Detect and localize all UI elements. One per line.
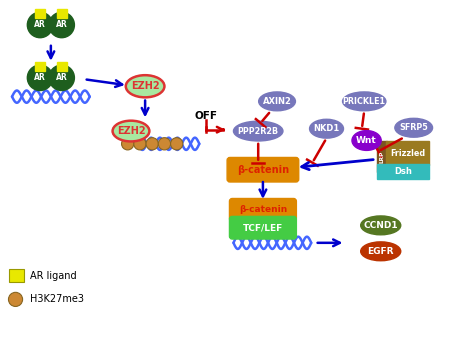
FancyBboxPatch shape xyxy=(57,62,67,71)
FancyBboxPatch shape xyxy=(229,198,296,221)
Circle shape xyxy=(9,292,23,306)
Text: SFRP5: SFRP5 xyxy=(399,123,428,132)
Circle shape xyxy=(121,138,134,150)
Text: AR: AR xyxy=(56,20,68,29)
Text: AXIN2: AXIN2 xyxy=(263,97,292,106)
FancyBboxPatch shape xyxy=(35,9,45,18)
FancyBboxPatch shape xyxy=(227,158,299,182)
FancyBboxPatch shape xyxy=(9,269,25,282)
Circle shape xyxy=(146,138,158,150)
Text: Dsh: Dsh xyxy=(394,167,412,176)
Text: AR: AR xyxy=(56,73,68,82)
Text: EGFR: EGFR xyxy=(367,247,394,256)
Text: LRP: LRP xyxy=(379,150,384,163)
Text: PPP2R2B: PPP2R2B xyxy=(237,127,279,136)
Text: AR: AR xyxy=(34,20,46,29)
Text: PRICKLE1: PRICKLE1 xyxy=(343,97,386,106)
Ellipse shape xyxy=(343,92,386,111)
Ellipse shape xyxy=(361,242,401,261)
Text: β-catenin: β-catenin xyxy=(237,165,289,175)
Text: H3K27me3: H3K27me3 xyxy=(30,294,84,304)
Circle shape xyxy=(158,138,171,150)
Text: AR: AR xyxy=(34,73,46,82)
FancyBboxPatch shape xyxy=(386,142,429,165)
Circle shape xyxy=(49,12,74,38)
Ellipse shape xyxy=(395,118,433,137)
Text: β-catenin: β-catenin xyxy=(239,205,287,214)
Ellipse shape xyxy=(126,75,164,98)
Text: OFF: OFF xyxy=(195,110,218,120)
FancyBboxPatch shape xyxy=(377,142,387,172)
FancyBboxPatch shape xyxy=(229,217,296,239)
Ellipse shape xyxy=(113,121,149,142)
Text: EZH2: EZH2 xyxy=(117,126,146,136)
FancyBboxPatch shape xyxy=(35,62,45,71)
Circle shape xyxy=(134,138,146,150)
Text: TCF/LEF: TCF/LEF xyxy=(243,223,283,232)
Circle shape xyxy=(49,65,74,91)
Ellipse shape xyxy=(352,130,381,150)
Circle shape xyxy=(27,12,53,38)
Text: CCND1: CCND1 xyxy=(364,221,398,230)
FancyBboxPatch shape xyxy=(377,164,429,179)
Ellipse shape xyxy=(310,119,344,138)
Circle shape xyxy=(171,138,183,150)
Text: AR ligand: AR ligand xyxy=(30,271,76,281)
Text: Frizzled: Frizzled xyxy=(390,149,425,158)
Text: NKD1: NKD1 xyxy=(313,124,340,133)
Text: EZH2: EZH2 xyxy=(131,81,159,91)
Circle shape xyxy=(27,65,53,91)
Text: Wnt: Wnt xyxy=(356,136,377,145)
Ellipse shape xyxy=(361,216,401,235)
FancyBboxPatch shape xyxy=(57,9,67,18)
Ellipse shape xyxy=(234,121,283,141)
Ellipse shape xyxy=(259,92,295,111)
